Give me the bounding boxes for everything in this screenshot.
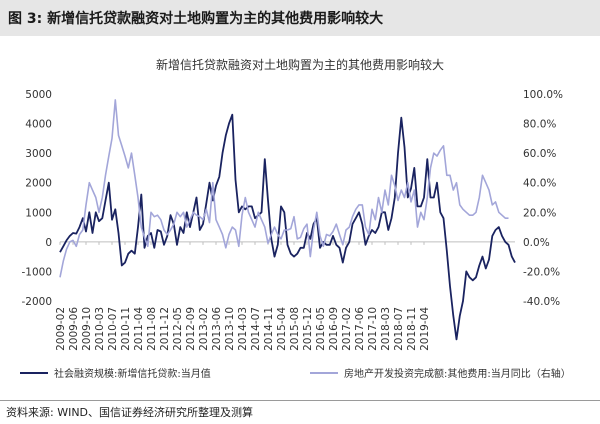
y-left-tick-label: 0 [45, 237, 52, 249]
x-tick-label: 2016-05 [315, 307, 327, 351]
x-tick-label: 2013-06 [211, 307, 223, 351]
y-right-tick-label: 20.0% [523, 207, 556, 219]
figure-title: 图 3: 新增信托贷款融资对土地购置为主的其他费用影响较大 [8, 8, 383, 28]
x-tick-label: 2017-02 [341, 307, 353, 351]
y-right-tick-label: 80.0% [523, 119, 556, 131]
x-tick-label: 2011-12 [159, 307, 171, 351]
x-tick-label: 2011-04 [133, 307, 145, 351]
legend-item-other-costs-label: 房地产开发投资完成额:其他费用:当月同比（右轴） [344, 367, 571, 380]
x-tick-label: 2014-11 [263, 307, 275, 351]
x-tick-label: 2013-02 [198, 307, 210, 351]
x-tick-label: 2014-03 [237, 307, 249, 351]
x-tick-label: 2019-04 [419, 307, 431, 351]
x-tick-label: 2009-02 [55, 307, 67, 351]
legend: 社会融资规模:新增信托贷款:当月值 房地产开发投资完成额:其他费用:当月同比（右轴… [20, 367, 571, 380]
figure-label: 图 3: [8, 11, 43, 27]
y-right-tick-label: 60.0% [523, 148, 556, 160]
y-left-tick-label: 1000 [25, 207, 52, 219]
chart-title: 新增信托贷款融资对土地购置为主的其他费用影响较大 [156, 57, 444, 72]
series-line-trust-loans [59, 113, 516, 341]
x-tick-label: 2017-06 [354, 307, 366, 351]
x-tick-label: 2015-12 [302, 307, 314, 351]
x-tick-label: 2018-11 [406, 307, 418, 351]
x-tick-label: 2012-05 [172, 307, 184, 351]
y-left-tick-label: -1000 [21, 266, 52, 278]
x-tick-label: 2009-10 [81, 307, 93, 351]
figure-header: 图 3: 新增信托贷款融资对土地购置为主的其他费用影响较大 [0, 0, 600, 36]
y-right-tick-label: -20.0% [523, 266, 560, 278]
x-tick-label: 2010-07 [107, 307, 119, 351]
x-tick-label: 2015-04 [276, 307, 288, 351]
y-right-tick-label: 0.0% [523, 237, 550, 249]
legend-item-trust-loans-label: 社会融资规模:新增信托贷款:当月值 [54, 367, 211, 380]
y-left-tick-label: 4000 [25, 119, 52, 131]
x-tick-label: 2018-07 [393, 307, 405, 351]
y-right-tick-label: 40.0% [523, 178, 556, 190]
y-left-tick-label: -2000 [21, 296, 52, 308]
y-left-tick-label: 5000 [25, 89, 52, 101]
chart-area: 新增信托贷款融资对土地购置为主的其他费用影响较大 -2000 -1000 0 1000… [20, 57, 571, 380]
series-line-other-costs [59, 99, 509, 278]
y-right-tick-label: -40.0% [523, 296, 560, 308]
x-tick-label: 2009-06 [68, 307, 80, 351]
figure-title-text: 新增信托贷款融资对土地购置为主的其他费用影响较大 [47, 11, 384, 27]
x-tick-label: 2012-09 [185, 307, 197, 351]
x-tick-label: 2016-09 [328, 307, 340, 351]
y-left-tick-label: 2000 [25, 178, 52, 190]
x-tick-label: 2010-03 [94, 307, 106, 351]
x-tick-label: 2013-10 [224, 307, 236, 351]
footer-divider [0, 400, 600, 401]
y-right-tick-label: 100.0% [523, 89, 563, 101]
y-left-tick-label: 3000 [25, 148, 52, 160]
x-tick-label: 2011-08 [146, 307, 158, 351]
x-tick-label: 2010-11 [120, 307, 132, 351]
source-note: 资料来源: WIND、国信证券经济研究所整理及测算 [6, 406, 254, 419]
axes: -2000 -1000 0 1000 2000 3000 4000 5000 -40.0% -20… [21, 89, 563, 351]
x-tick-label: 2015-08 [289, 307, 301, 351]
x-tick-label: 2018-03 [380, 307, 392, 351]
x-tick-label: 2017-10 [367, 307, 379, 351]
series-lines [59, 99, 516, 341]
x-tick-label: 2014-07 [250, 307, 262, 351]
